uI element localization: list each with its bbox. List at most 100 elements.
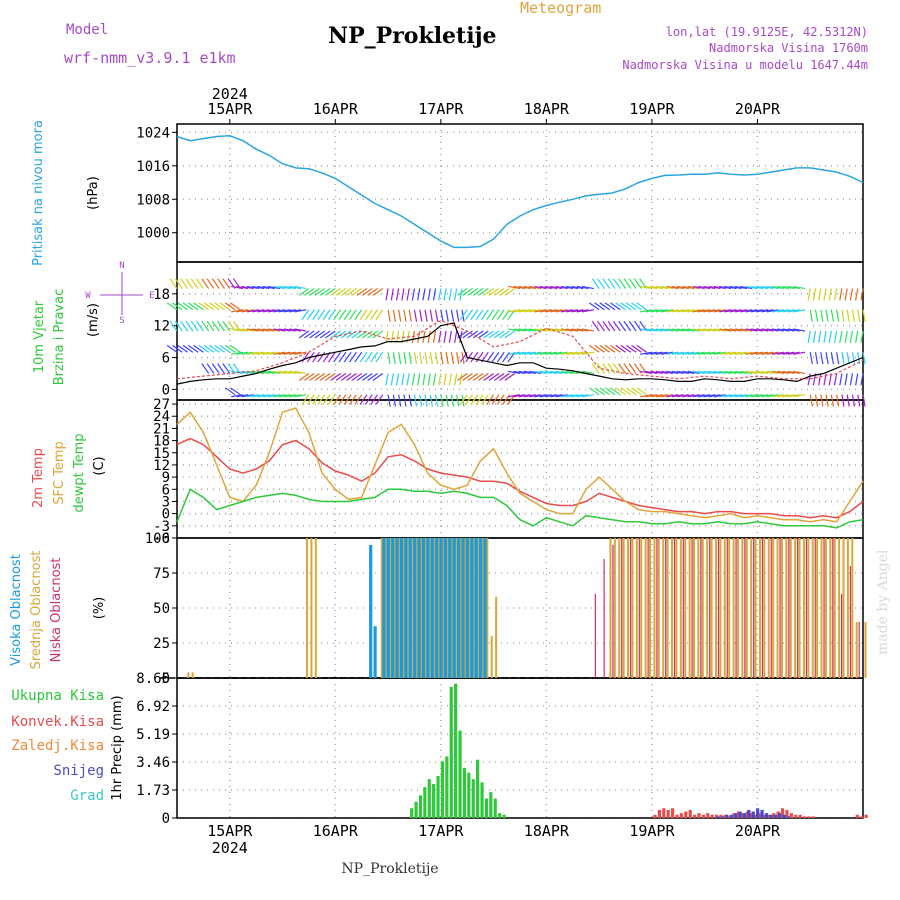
cloud-bar: [838, 538, 841, 678]
temp-2m-label: 2m Temp: [31, 448, 46, 508]
cloud-bar: [647, 538, 649, 678]
wind-barb: [467, 330, 479, 339]
wind-barb: [493, 372, 505, 381]
wind-barb: [555, 328, 568, 332]
wind-barb: [438, 288, 442, 301]
wind-barb: [539, 285, 552, 290]
wind-barb: [224, 302, 236, 311]
precip-bar: [738, 811, 742, 818]
precip-bar: [855, 814, 859, 818]
wind-barb: [650, 309, 663, 313]
wind-barb: [604, 387, 616, 396]
wind-barb: [844, 288, 848, 301]
cloud-bar: [389, 538, 392, 678]
wind-barb: [322, 394, 331, 405]
cloud-bar: [433, 538, 436, 678]
cloud-bar: [457, 538, 461, 678]
wind-barb: [478, 288, 489, 296]
cloud-bar: [776, 538, 779, 678]
wind-barb: [729, 328, 742, 332]
wind-barb: [610, 387, 621, 396]
precip-bar: [751, 811, 755, 818]
wind-barb: [818, 288, 822, 301]
wind-barb: [676, 370, 689, 375]
wind-barb: [478, 330, 489, 339]
wind-barb: [628, 320, 637, 332]
wind-barb: [855, 330, 859, 343]
wind-barb: [708, 285, 721, 290]
wind-barb: [787, 309, 800, 313]
wind-barb: [703, 309, 716, 313]
wind-barb: [457, 372, 468, 381]
wind-barb: [201, 363, 210, 374]
cloud-bar: [794, 538, 797, 678]
wind-barb: [698, 328, 711, 332]
cloud-bar: [446, 538, 449, 678]
wind-barb: [491, 309, 500, 320]
wind-barb: [486, 394, 495, 405]
wind-barb: [236, 328, 249, 332]
wind-barb: [364, 351, 373, 363]
wind-barb: [602, 363, 611, 374]
cloud-bar: [310, 538, 313, 678]
year-top: 2024: [212, 85, 248, 103]
wind-barb: [508, 370, 521, 375]
precip-bar: [789, 813, 793, 818]
wind-barb: [560, 370, 573, 375]
wind-barb: [204, 388, 214, 395]
wind-barb: [793, 370, 806, 375]
wind-barb: [362, 330, 373, 339]
cloud-bar: [408, 538, 412, 678]
wind-barb: [372, 288, 384, 296]
wind-barb: [809, 309, 813, 322]
wind-barb: [327, 309, 336, 320]
wind-barb: [719, 328, 732, 332]
wind-barb: [529, 351, 542, 355]
wind-barb: [398, 309, 402, 322]
wind-barb: [289, 370, 302, 375]
wind-barb: [729, 394, 742, 398]
cloud-bar: [424, 538, 427, 678]
y-tick-label: 15: [153, 446, 170, 462]
wind-barb: [529, 309, 542, 313]
wind-barb: [550, 351, 563, 355]
wind-barb: [809, 352, 813, 365]
wind-barb: [359, 394, 368, 405]
wind-barb: [698, 394, 711, 398]
wind-barb: [267, 394, 281, 398]
wind-barb: [687, 394, 700, 398]
wind-barb: [588, 302, 600, 311]
dir-legend-n: N: [119, 261, 124, 271]
wind-barb: [766, 394, 779, 398]
wind-barb: [833, 373, 838, 386]
wind-barb: [545, 370, 558, 375]
wind-barb: [475, 309, 484, 320]
wind-barb: [692, 309, 705, 313]
wind-barb: [230, 344, 241, 353]
cloud-bar: [429, 538, 432, 678]
wind-barb: [174, 320, 183, 332]
wind-barb: [419, 394, 423, 407]
wind-barb: [362, 372, 373, 381]
cloud-bar: [452, 538, 456, 678]
wind-barb: [846, 394, 850, 407]
wind-barb: [367, 330, 378, 339]
wind-barb: [434, 352, 439, 365]
cloud-bar: [732, 538, 735, 678]
y-tick-label: 1016: [136, 159, 170, 175]
wind-barb: [729, 351, 742, 355]
wind-barb: [429, 352, 433, 365]
wind-barb: [289, 394, 302, 398]
wind-barb: [534, 394, 547, 398]
cloud-bar: [728, 538, 731, 678]
wind-barb: [640, 328, 653, 332]
wind-barb: [438, 330, 442, 343]
wind-barb: [761, 394, 774, 398]
wind-barb: [766, 351, 779, 355]
cloud-bar: [490, 636, 493, 678]
wind-barb: [356, 372, 368, 381]
precip-bar: [410, 808, 414, 818]
wind-barb: [594, 387, 605, 396]
wind-barb: [385, 373, 389, 386]
wind-barb: [740, 351, 753, 355]
